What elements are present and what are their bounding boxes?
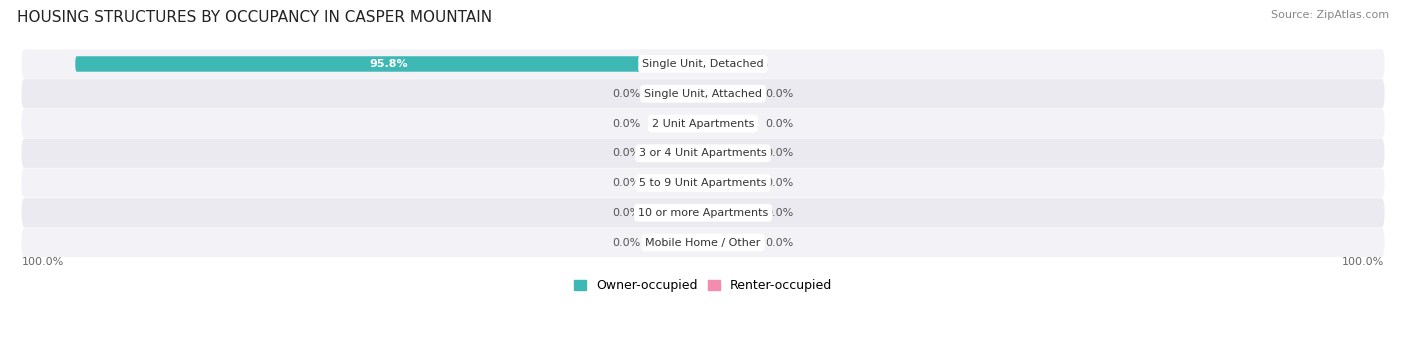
Text: 0.0%: 0.0% bbox=[613, 208, 641, 218]
Text: HOUSING STRUCTURES BY OCCUPANCY IN CASPER MOUNTAIN: HOUSING STRUCTURES BY OCCUPANCY IN CASPE… bbox=[17, 10, 492, 25]
Text: 0.0%: 0.0% bbox=[765, 89, 793, 99]
FancyBboxPatch shape bbox=[651, 146, 703, 161]
FancyBboxPatch shape bbox=[651, 205, 703, 221]
Text: 0.0%: 0.0% bbox=[613, 119, 641, 129]
FancyBboxPatch shape bbox=[21, 228, 1385, 257]
Text: 0.0%: 0.0% bbox=[765, 148, 793, 158]
Text: 0.0%: 0.0% bbox=[613, 148, 641, 158]
Text: 100.0%: 100.0% bbox=[21, 257, 63, 267]
Text: Single Unit, Attached: Single Unit, Attached bbox=[644, 89, 762, 99]
FancyBboxPatch shape bbox=[76, 56, 703, 72]
Text: 10 or more Apartments: 10 or more Apartments bbox=[638, 208, 768, 218]
FancyBboxPatch shape bbox=[21, 79, 1385, 108]
FancyBboxPatch shape bbox=[651, 116, 703, 131]
FancyBboxPatch shape bbox=[21, 139, 1385, 168]
Text: 0.0%: 0.0% bbox=[613, 238, 641, 248]
Text: 5 to 9 Unit Apartments: 5 to 9 Unit Apartments bbox=[640, 178, 766, 188]
Text: Source: ZipAtlas.com: Source: ZipAtlas.com bbox=[1271, 10, 1389, 20]
Text: 2 Unit Apartments: 2 Unit Apartments bbox=[652, 119, 754, 129]
FancyBboxPatch shape bbox=[651, 86, 703, 102]
FancyBboxPatch shape bbox=[703, 175, 755, 191]
Text: 95.8%: 95.8% bbox=[370, 59, 409, 69]
FancyBboxPatch shape bbox=[21, 168, 1385, 198]
Text: 0.0%: 0.0% bbox=[765, 208, 793, 218]
Text: 0.0%: 0.0% bbox=[613, 89, 641, 99]
FancyBboxPatch shape bbox=[703, 146, 755, 161]
FancyBboxPatch shape bbox=[703, 205, 755, 221]
FancyBboxPatch shape bbox=[703, 116, 755, 131]
FancyBboxPatch shape bbox=[703, 235, 755, 250]
FancyBboxPatch shape bbox=[703, 56, 731, 72]
FancyBboxPatch shape bbox=[703, 86, 755, 102]
Text: Single Unit, Detached: Single Unit, Detached bbox=[643, 59, 763, 69]
FancyBboxPatch shape bbox=[21, 49, 1385, 78]
Text: 0.0%: 0.0% bbox=[613, 178, 641, 188]
Text: Mobile Home / Other: Mobile Home / Other bbox=[645, 238, 761, 248]
Text: 100.0%: 100.0% bbox=[1343, 257, 1385, 267]
Text: 0.0%: 0.0% bbox=[765, 238, 793, 248]
FancyBboxPatch shape bbox=[651, 235, 703, 250]
Text: 0.0%: 0.0% bbox=[765, 178, 793, 188]
FancyBboxPatch shape bbox=[21, 109, 1385, 138]
Text: 4.2%: 4.2% bbox=[741, 59, 769, 69]
FancyBboxPatch shape bbox=[651, 175, 703, 191]
Legend: Owner-occupied, Renter-occupied: Owner-occupied, Renter-occupied bbox=[568, 274, 838, 297]
Text: 3 or 4 Unit Apartments: 3 or 4 Unit Apartments bbox=[640, 148, 766, 158]
FancyBboxPatch shape bbox=[21, 198, 1385, 227]
Text: 0.0%: 0.0% bbox=[765, 119, 793, 129]
